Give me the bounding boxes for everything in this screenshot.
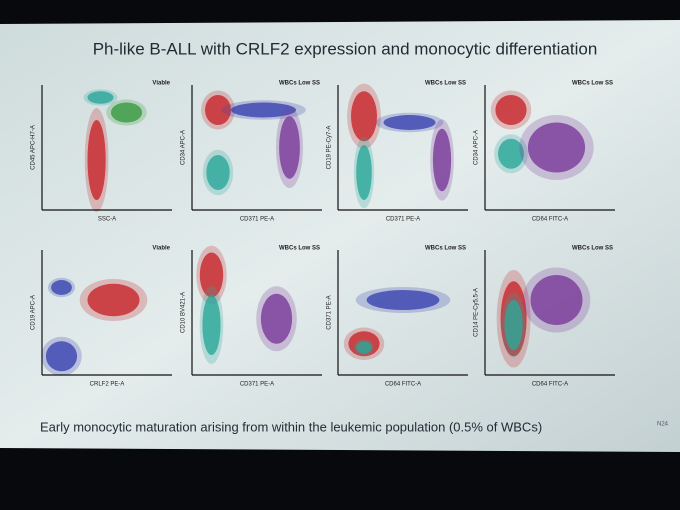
gate-label: WBCs Low SS <box>425 81 466 87</box>
flow-plot: WBCs Low SS CD64 FITC-A CD14 PE-Cy5.5-A <box>474 246 615 388</box>
cell-density <box>205 95 231 125</box>
panels: Viable SSC-A CD45 APC-H7-A WBCs Low SS CD371… <box>31 81 615 388</box>
cell-density <box>260 293 293 344</box>
x-axis-label: CD371 PE-A <box>240 382 274 388</box>
cell-density <box>356 145 372 200</box>
cell-density <box>279 116 300 179</box>
gate-label: Viable <box>152 246 170 252</box>
flow-plot: Viable CRLF2 PE-A CD19 APC-A <box>31 246 172 388</box>
gate-label: WBCs Low SS <box>279 246 320 252</box>
y-axis-label: CD45 APC-H7-A <box>31 125 37 170</box>
caption: Early monocytic maturation arising from … <box>40 419 542 434</box>
cell-density <box>51 280 72 295</box>
gate-label: WBCs Low SS <box>279 81 320 87</box>
cell-density <box>383 115 436 130</box>
y-axis-label: CD34 APC-A <box>474 130 480 165</box>
x-axis-label: CD371 PE-A <box>240 217 274 223</box>
cell-density <box>110 102 143 123</box>
y-axis-label: CD10 BV421-A <box>181 292 187 333</box>
cell-density <box>498 138 524 169</box>
flow-plot: WBCs Low SS CD64 FITC-A CD34 APC-A <box>474 81 615 223</box>
x-axis-label: CD371 PE-A <box>386 217 420 223</box>
cell-density <box>504 300 523 350</box>
cell-density <box>527 122 586 173</box>
cell-density <box>206 155 230 190</box>
slide-title: Ph-like B-ALL with CRLF2 expression and … <box>93 39 598 58</box>
cell-density <box>530 275 583 325</box>
cell-density <box>87 120 106 200</box>
gate-label: WBCs Low SS <box>572 246 613 252</box>
cell-density <box>45 341 78 372</box>
gate-label: WBCs Low SS <box>425 246 466 252</box>
cell-density <box>231 102 296 118</box>
y-axis-label: CD19 PE-Cy7-A <box>327 126 333 170</box>
footer: N24 <box>657 422 669 428</box>
flow-plot: WBCs Low SS CD64 FITC-A CD371 PE-A <box>327 246 468 388</box>
cell-density <box>366 290 440 310</box>
cell-density <box>199 252 224 298</box>
gate-label: WBCs Low SS <box>572 81 613 87</box>
x-axis-label: CD64 FITC-A <box>385 382 421 388</box>
flow-plot: WBCs Low SS CD371 PE-A CD10 BV421-A <box>181 246 322 388</box>
y-axis-label: CD14 PE-Cy5.5-A <box>474 288 480 337</box>
x-axis-label: SSC-A <box>98 217 116 223</box>
x-axis-label: CRLF2 PE-A <box>90 382 125 388</box>
cell-density <box>202 295 221 355</box>
cell-density <box>495 95 527 125</box>
flow-plot: WBCs Low SS CD371 PE-A CD34 APC-A <box>181 81 322 223</box>
y-axis-label: CD371 PE-A <box>327 295 333 329</box>
gate-label: Viable <box>152 81 170 87</box>
x-axis-label: CD64 FITC-A <box>532 217 568 223</box>
flow-plot: WBCs Low SS CD371 PE-A CD19 PE-Cy7-A <box>327 81 468 223</box>
cell-density <box>87 91 114 104</box>
y-axis-label: CD19 APC-A <box>31 295 37 330</box>
flow-plot: Viable SSC-A CD45 APC-H7-A <box>31 81 172 223</box>
x-axis-label: CD64 FITC-A <box>532 382 568 388</box>
cell-density <box>432 128 452 192</box>
cell-density <box>351 91 377 142</box>
cell-density <box>87 283 140 317</box>
cell-density <box>356 341 372 354</box>
y-axis-label: CD34 APC-A <box>181 130 187 165</box>
